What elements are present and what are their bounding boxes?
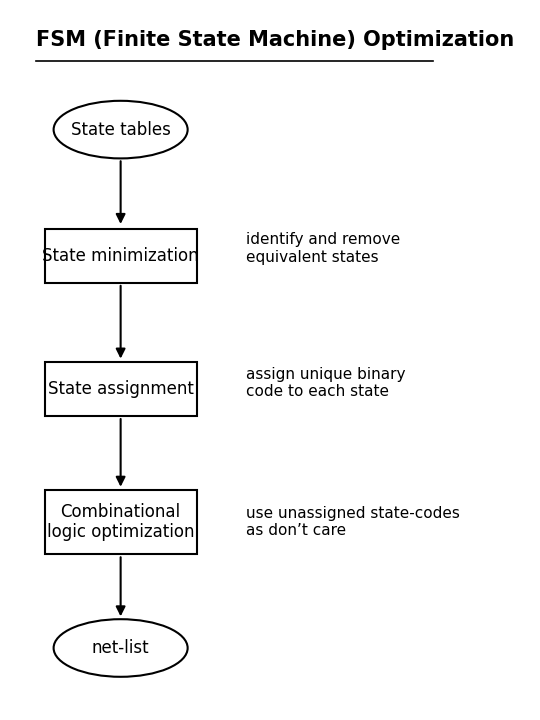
Text: FSM (Finite State Machine) Optimization: FSM (Finite State Machine) Optimization (36, 30, 514, 50)
Text: net-list: net-list (92, 639, 150, 657)
Text: use unassigned state-codes
as don’t care: use unassigned state-codes as don’t care (246, 506, 460, 539)
Text: Combinational
logic optimization: Combinational logic optimization (47, 503, 194, 541)
Text: State tables: State tables (71, 121, 171, 139)
Text: assign unique binary
code to each state: assign unique binary code to each state (246, 367, 405, 399)
Text: identify and remove
equivalent states: identify and remove equivalent states (246, 232, 400, 265)
Text: State assignment: State assignment (48, 380, 193, 397)
Text: State minimization: State minimization (42, 247, 199, 265)
